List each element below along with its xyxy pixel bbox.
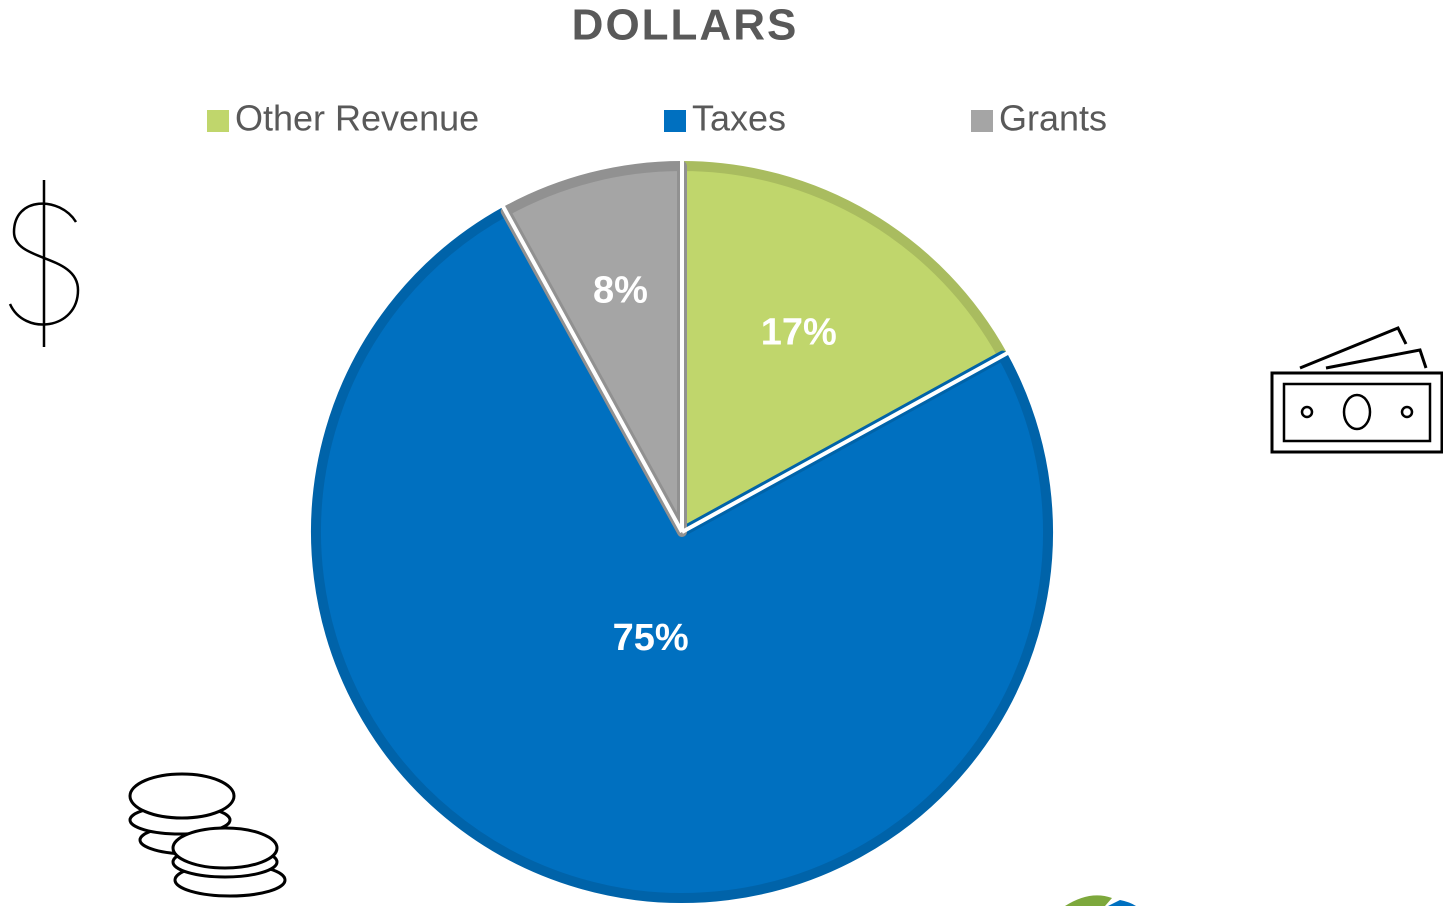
data-label: 17% bbox=[761, 312, 837, 354]
data-label: 8% bbox=[593, 269, 648, 311]
pie-slice bbox=[500, 161, 687, 537]
slice-separator bbox=[501, 205, 684, 533]
pie-slice bbox=[311, 206, 1053, 903]
chart-title: DOLLARS bbox=[572, 1, 799, 50]
coins-icon bbox=[128, 772, 287, 898]
legend-label: Other Revenue bbox=[235, 98, 479, 139]
dollar-icon bbox=[8, 180, 80, 347]
logo-fragment bbox=[1065, 895, 1136, 906]
data-label: 75% bbox=[613, 617, 689, 659]
pie-slice bbox=[677, 161, 1008, 537]
legend-label: Grants bbox=[999, 98, 1107, 139]
legend-swatch bbox=[207, 110, 229, 132]
bill-icon bbox=[1270, 326, 1443, 454]
legend-label: Taxes bbox=[692, 98, 786, 139]
legend-swatch bbox=[971, 110, 993, 132]
slice-separator bbox=[681, 351, 1009, 534]
legend-swatch bbox=[664, 110, 686, 132]
